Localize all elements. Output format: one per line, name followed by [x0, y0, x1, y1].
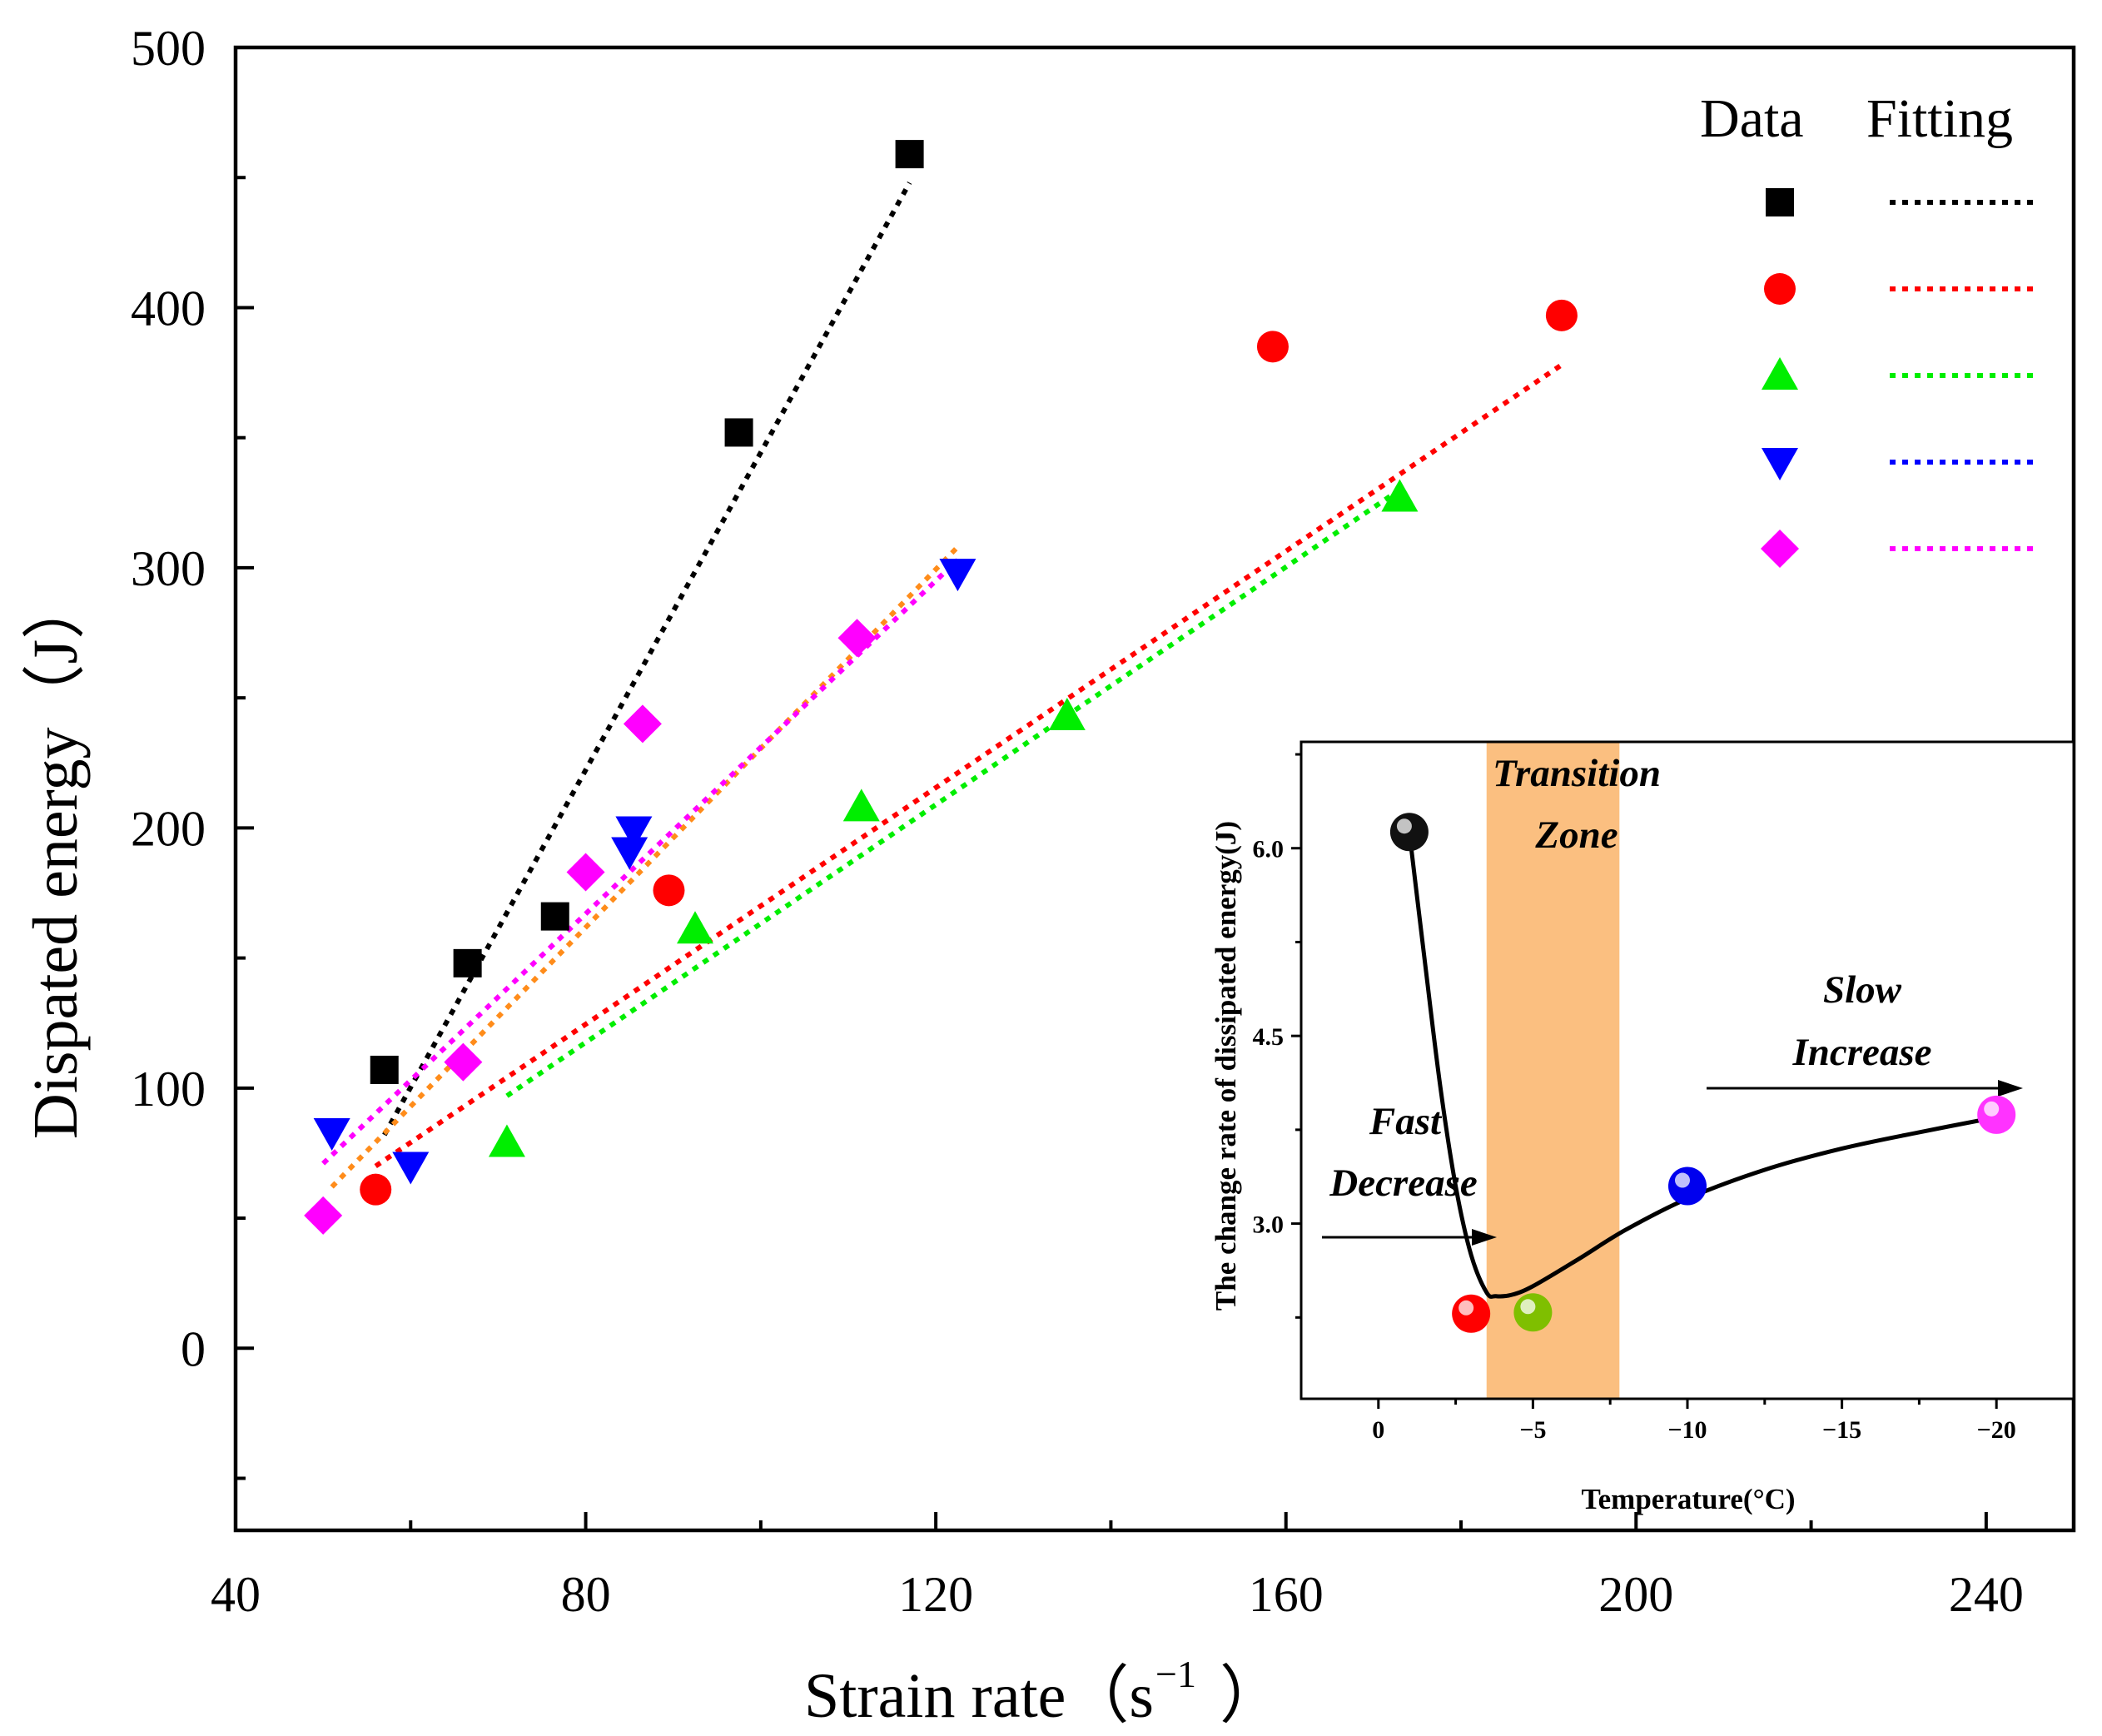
legend-marker-5 — [1761, 530, 1799, 568]
data-point-s2-1 — [360, 1173, 392, 1206]
inset-point-highlight — [1396, 818, 1412, 834]
x-tick-label: 80 — [561, 1567, 611, 1622]
data-point-s3-1 — [488, 1124, 525, 1157]
data-markers — [304, 140, 1578, 1235]
data-point-s1-2 — [453, 948, 482, 977]
transition-zone-band — [1486, 742, 1620, 1399]
inset-y-tick-label: 6.0 — [1253, 836, 1285, 863]
inset-y-tick-label: 4.5 — [1253, 1023, 1285, 1051]
x-axis-title: Strain rate（s — [804, 1661, 1154, 1731]
data-point-s4-3 — [611, 837, 648, 870]
data-point-s2-2 — [653, 874, 685, 907]
x-tick-label: 200 — [1598, 1567, 1673, 1622]
data-point-s3-2 — [677, 911, 713, 944]
x-tick-label: 40 — [211, 1567, 261, 1622]
legend-marker-3 — [1762, 357, 1798, 390]
inset-x-axis-ticks: 0 −5 −10 −15 −20 — [1372, 1399, 2016, 1444]
data-point-s5-4 — [623, 704, 662, 744]
slow-increase-arrowhead — [1998, 1080, 2023, 1097]
fit-line-2 — [374, 362, 1563, 1169]
legend-header-data: Data — [1700, 88, 1804, 149]
data-point-s5-1 — [304, 1196, 343, 1235]
y-tick-label: 500 — [131, 21, 206, 76]
fit-line-5 — [321, 558, 960, 1166]
data-point-s1-3 — [540, 902, 569, 931]
inset-x-tick-label: −20 — [1977, 1416, 2016, 1444]
legend-marker-1 — [1766, 188, 1794, 216]
x-tick-label: 240 — [1949, 1567, 2024, 1622]
y-tick-label: 200 — [131, 801, 206, 856]
data-point-s2-3 — [1256, 331, 1289, 363]
data-point-s1-4 — [724, 418, 753, 447]
inset-x-tick-label: −5 — [1519, 1416, 1546, 1444]
annotation-zone: Zone — [1534, 813, 1617, 857]
y-axis-ticks: 0 100 200 300 400 500 — [131, 21, 254, 1480]
inset-y-axis-ticks: 3.0 4.5 6.0 — [1253, 753, 1301, 1319]
y-tick-label: 300 — [131, 541, 206, 596]
main-plot: 40 80 120 160 200 240 0 100 200 300 400 500 Strain… — [21, 21, 2076, 1731]
annotation-increase: Increase — [1791, 1031, 1931, 1074]
y-axis-title: Dispated energy（J） — [21, 576, 91, 1139]
inset-x-axis-title: Temperature(°C) — [1582, 1483, 1796, 1515]
data-point-s4-1 — [313, 1117, 350, 1151]
data-point-s2-4 — [1545, 299, 1578, 331]
data-point-s3-4 — [1048, 698, 1086, 731]
inset-markers — [1389, 813, 2016, 1333]
inset-y-axis-title: The change rate of dissipated energy(J) — [1210, 821, 1242, 1311]
inset-point-highlight — [1984, 1101, 2000, 1117]
x-axis-title-superscript: −1 — [1155, 1653, 1196, 1695]
trend-curve — [1407, 831, 1997, 1299]
inset-point-2 — [1452, 1294, 1491, 1333]
data-point-s4-2 — [392, 1152, 430, 1185]
x-tick-label: 160 — [1249, 1567, 1324, 1622]
inset-background — [1301, 742, 2074, 1399]
inset-point-highlight — [1520, 1299, 1536, 1315]
inset-x-tick-label: −15 — [1822, 1416, 1861, 1444]
inset-point-5 — [1977, 1095, 2016, 1134]
annotation-fast: Fast — [1369, 1100, 1443, 1143]
legend-marker-2 — [1764, 273, 1796, 305]
inset-point-highlight — [1675, 1172, 1690, 1188]
inset-y-tick-label: 3.0 — [1253, 1211, 1285, 1239]
data-point-s5-2 — [444, 1042, 483, 1082]
data-point-s3-5 — [1381, 479, 1419, 512]
x-tick-label: 120 — [898, 1567, 973, 1622]
data-point-s1-1 — [370, 1055, 399, 1084]
inset-plot: 0 −5 −10 −15 −20 3.0 4.5 6.0 Transition Zone S… — [1210, 740, 2075, 1515]
annotation-transition: Transition — [1493, 752, 1661, 795]
y-tick-label: 400 — [131, 281, 206, 336]
inset-point-3 — [1513, 1293, 1553, 1332]
fit-line-3 — [505, 487, 1402, 1098]
data-point-s4-4 — [615, 816, 653, 849]
y-tick-label: 100 — [131, 1062, 206, 1117]
fit-lines — [321, 182, 1563, 1189]
fast-decrease-arrowhead — [1472, 1229, 1497, 1246]
legend-entries — [1761, 188, 2035, 568]
data-point-s1-5 — [895, 140, 924, 169]
inset-x-tick-label: −10 — [1667, 1416, 1707, 1444]
data-point-s4-5 — [939, 559, 976, 592]
x-axis-title-paren: ） — [1220, 1661, 1283, 1731]
legend-header-fitting: Fitting — [1866, 88, 2013, 149]
annotation-slow: Slow — [1823, 968, 1902, 1012]
y-tick-label: 0 — [181, 1321, 206, 1376]
data-point-s3-3 — [842, 788, 880, 822]
legend: Data Fitting — [1700, 88, 2035, 568]
inset-point-1 — [1389, 813, 1429, 852]
data-point-s5-3 — [566, 853, 605, 892]
inset-point-highlight — [1458, 1300, 1474, 1316]
legend-marker-4 — [1762, 448, 1798, 480]
annotation-decrease: Decrease — [1329, 1161, 1477, 1205]
inset-point-4 — [1668, 1166, 1707, 1206]
inset-x-tick-label: 0 — [1372, 1416, 1384, 1444]
data-point-s5-5 — [837, 619, 877, 658]
x-axis-ticks: 40 80 120 160 200 240 — [211, 1512, 2024, 1622]
